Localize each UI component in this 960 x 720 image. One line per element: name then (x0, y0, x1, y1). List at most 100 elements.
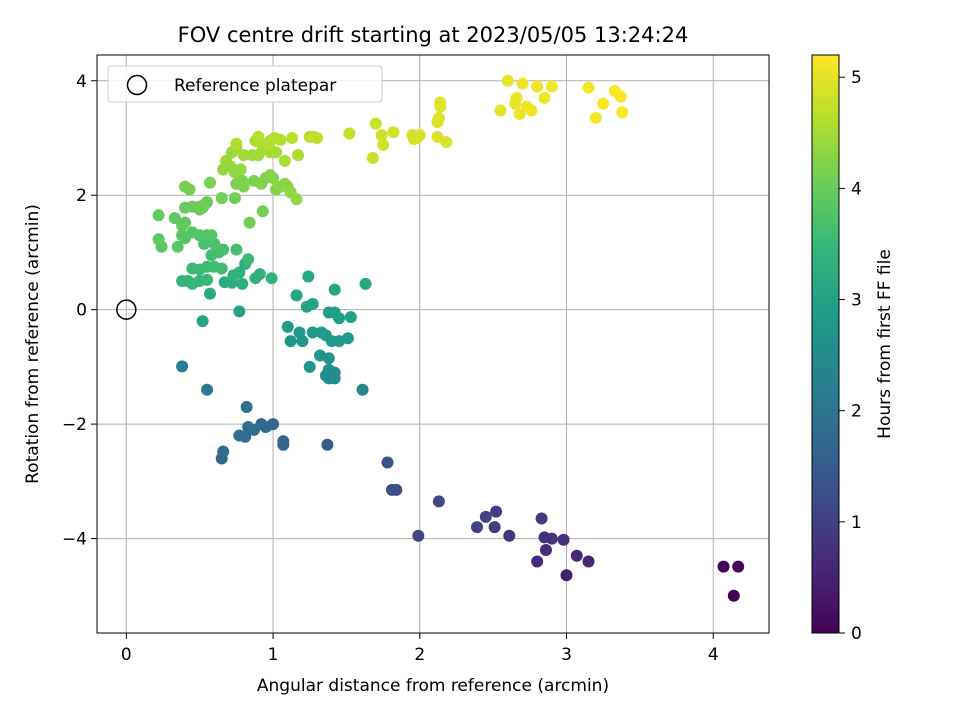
scatter-points (152, 74, 745, 602)
scatter-point (217, 243, 230, 256)
scatter-point (230, 137, 243, 150)
scatter-point (319, 369, 332, 382)
scatter-point (240, 400, 253, 413)
y-axis-label: Rotation from reference (arcmin) (23, 204, 43, 484)
scatter-point (284, 335, 297, 348)
scatter-point (227, 269, 240, 282)
scatter-point (278, 154, 291, 167)
scatter-point (201, 273, 214, 286)
scatter-point (501, 74, 514, 87)
scatter-point (179, 232, 192, 245)
colorbar-tick-label: 4 (851, 179, 862, 199)
scatter-point (168, 212, 181, 225)
scatter-point (262, 138, 275, 151)
scatter-point (431, 130, 444, 143)
scatter-point (597, 97, 610, 110)
scatter-point (171, 240, 184, 253)
scatter-point (582, 81, 595, 94)
scatter-point (274, 133, 287, 146)
scatter-point (230, 243, 243, 256)
scatter-point (296, 335, 309, 348)
scatter-point (531, 80, 544, 93)
scatter-point (356, 383, 369, 396)
scatter-point (233, 429, 246, 442)
scatter-point (539, 544, 552, 557)
y-tick-label: −4 (62, 530, 87, 550)
scatter-point (503, 529, 516, 542)
x-tick-label: 4 (708, 645, 719, 665)
scatter-point (381, 456, 394, 469)
scatter-point (215, 452, 228, 465)
scatter-point (369, 117, 382, 130)
scatter-point (525, 104, 538, 117)
colorbar-gradient (811, 54, 840, 634)
scatter-point (538, 531, 551, 544)
colorbar: 0 1 2 3 4 5 Hours from first FF file (811, 54, 895, 644)
scatter-point (196, 315, 209, 328)
scatter-point (281, 320, 294, 333)
scatter-point (302, 270, 315, 283)
scatter-point (242, 253, 255, 266)
scatter-point (343, 127, 356, 140)
scatter-point (203, 176, 216, 189)
x-tick-label: 3 (561, 645, 572, 665)
scatter-point (300, 300, 313, 313)
scatter-point (277, 438, 290, 451)
scatter-point (253, 268, 266, 281)
scatter-point (306, 326, 319, 339)
scatter-point (490, 505, 503, 518)
colorbar-tick-label: 5 (851, 68, 862, 88)
scatter-point (535, 512, 548, 525)
scatter-point (321, 438, 334, 451)
colorbar-ticks: 0 1 2 3 4 5 (839, 68, 862, 644)
scatter-point (434, 96, 447, 109)
scatter-point (614, 90, 627, 103)
scatter-point (616, 106, 629, 119)
x-tick-label: 2 (414, 645, 425, 665)
y-axis-ticks: −4 −2 0 2 4 (62, 72, 97, 550)
x-tick-label: 1 (268, 645, 279, 665)
scatter-point (727, 589, 740, 602)
scatter-point (290, 289, 303, 302)
scatter-point (333, 312, 346, 325)
scatter-point (205, 229, 218, 242)
y-tick-label: 0 (76, 301, 87, 321)
scatter-point (243, 216, 256, 229)
scatter-point (328, 283, 341, 296)
scatter-point (385, 483, 398, 496)
scatter-point (513, 107, 526, 120)
colorbar-tick-label: 1 (851, 513, 862, 533)
legend-entry-label: Reference platepar (174, 76, 336, 96)
y-tick-label: 2 (76, 186, 87, 206)
scatter-point (432, 111, 445, 124)
scatter-point (479, 510, 492, 523)
scatter-point (286, 131, 299, 144)
scatter-point (366, 152, 379, 165)
scatter-point (201, 383, 214, 396)
scatter-point (516, 77, 529, 90)
plot-area (97, 55, 769, 633)
scatter-point (440, 135, 453, 148)
scatter-point (256, 205, 269, 218)
scatter-point (265, 272, 278, 285)
scatter-point (545, 80, 558, 93)
scatter-point (267, 172, 280, 185)
x-tick-label: 0 (121, 645, 132, 665)
scatter-point (510, 91, 523, 104)
scatter-point (560, 569, 573, 582)
legend-open-circle-marker (126, 74, 148, 96)
scatter-point (407, 133, 420, 146)
scatter-point (488, 521, 501, 534)
plot-background (97, 55, 769, 633)
scatter-point (179, 216, 192, 229)
scatter-point (228, 192, 241, 205)
reference-platepar-marker (116, 299, 137, 320)
scatter-point (234, 163, 247, 176)
scatter-point (237, 149, 250, 162)
scatter-point (471, 521, 484, 534)
scatter-point (236, 277, 249, 290)
scatter-point (314, 349, 327, 362)
scatter-point (311, 131, 324, 144)
y-tick-label: −2 (62, 415, 87, 435)
scatter-point (717, 560, 730, 573)
